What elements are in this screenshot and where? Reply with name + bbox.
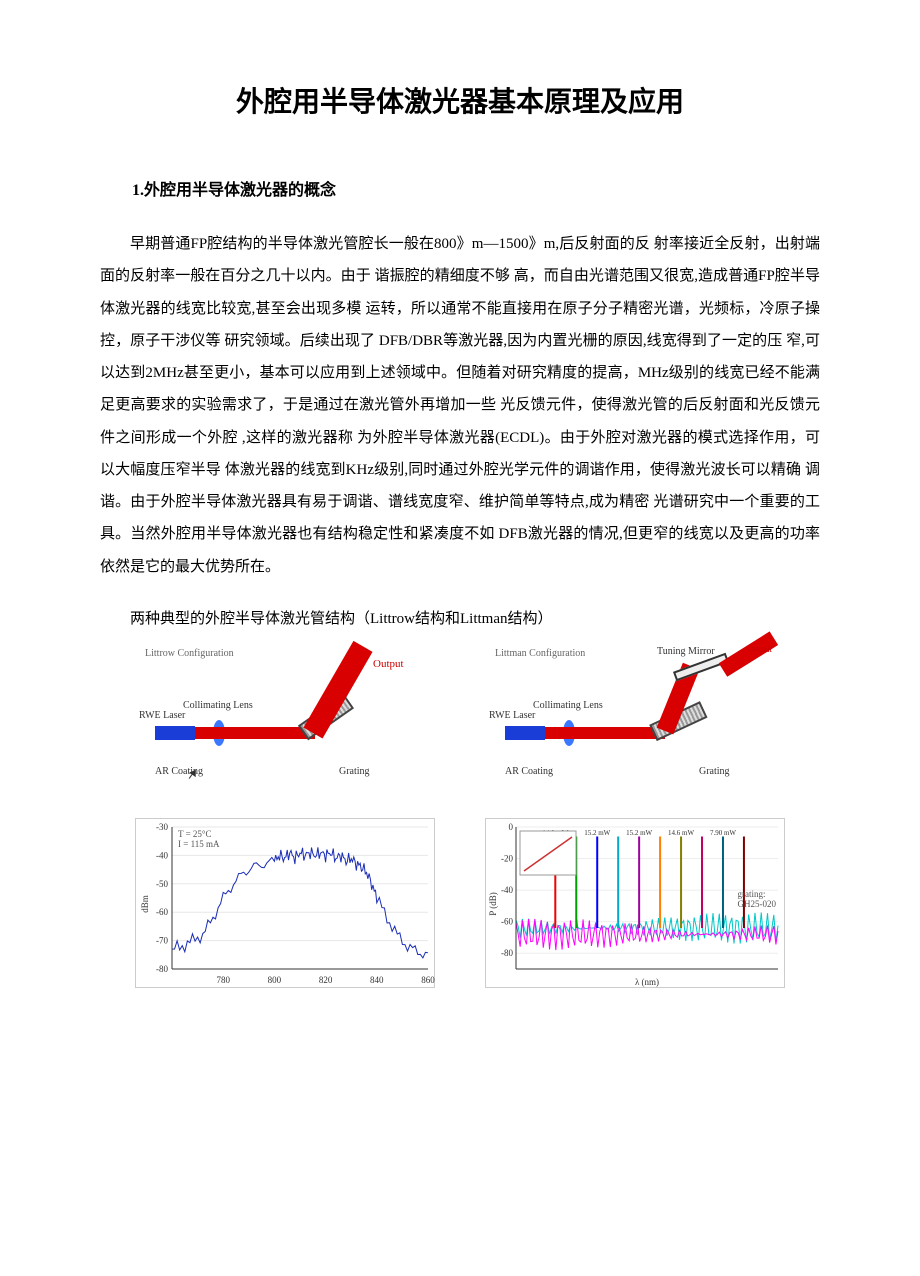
svg-text:-80: -80 bbox=[501, 948, 513, 958]
diagram-littrow: Littrow Configuration RWE Laser Collimat… bbox=[135, 644, 435, 804]
beam-main bbox=[195, 727, 315, 739]
rwe-laser-label-2: RWE Laser bbox=[489, 710, 535, 721]
svg-text:-50: -50 bbox=[156, 879, 168, 889]
svg-text:0: 0 bbox=[509, 822, 514, 832]
page-title: 外腔用半导体激光器基本原理及应用 bbox=[100, 80, 820, 120]
collimating-lens-label: Collimating Lens bbox=[183, 700, 253, 711]
ar-coating-label-2: AR Coating bbox=[505, 766, 553, 777]
chart-right-legend-label: grating: GH25-020 bbox=[738, 889, 777, 909]
figure-row-diagrams: Littrow Configuration RWE Laser Collimat… bbox=[100, 644, 820, 804]
beam-main-2 bbox=[545, 727, 665, 739]
svg-text:-20: -20 bbox=[501, 853, 513, 863]
svg-text:820: 820 bbox=[319, 975, 333, 985]
output-beam-2 bbox=[719, 631, 778, 676]
diagram-littman-title: Littman Configuration bbox=[495, 648, 585, 659]
section-1-heading: 1.外腔用半导体激光器的概念 bbox=[100, 176, 820, 200]
svg-text:-70: -70 bbox=[156, 935, 168, 945]
svg-text:15.2 mW: 15.2 mW bbox=[584, 829, 610, 837]
svg-text:14.6 mW: 14.6 mW bbox=[668, 829, 694, 837]
ar-coating-label: AR Coating bbox=[155, 766, 203, 777]
collimating-lens-label-2: Collimating Lens bbox=[533, 700, 603, 711]
chart-right-tuning: -80-60-40-20014.0 mW15.2 mW15.2 mW14.6 m… bbox=[485, 818, 785, 988]
svg-text:860: 860 bbox=[421, 975, 435, 985]
rwe-laser-block-2 bbox=[505, 726, 545, 740]
chart-left-spectrum: -80 -70 -60 -50 -40 -30 780 800 820 840 860 dBm T =… bbox=[135, 818, 435, 988]
figure-row-charts: -80 -70 -60 -50 -40 -30 780 800 820 840 860 dBm T =… bbox=[100, 818, 820, 988]
tuning-mirror-label: Tuning Mirror bbox=[657, 646, 715, 657]
diagram-littman: Littman Configuration RWE Laser Collimat… bbox=[485, 644, 785, 804]
svg-text:7.90 mW: 7.90 mW bbox=[710, 829, 736, 837]
svg-text:λ (nm): λ (nm) bbox=[635, 977, 659, 987]
output-label-2: Output bbox=[747, 644, 772, 654]
grating-label-2: Grating bbox=[699, 766, 730, 777]
rwe-laser-block bbox=[155, 726, 195, 740]
svg-text:-80: -80 bbox=[156, 964, 168, 974]
body-paragraph-1: 早期普通FP腔结构的半导体激光管腔长一般在800》m—1500》m,后反射面的反… bbox=[100, 228, 820, 583]
svg-text:dBm: dBm bbox=[140, 895, 150, 913]
svg-text:-30: -30 bbox=[156, 822, 168, 832]
rwe-laser-label: RWE Laser bbox=[139, 710, 185, 721]
svg-text:15.2 mW: 15.2 mW bbox=[626, 829, 652, 837]
svg-text:800: 800 bbox=[268, 975, 282, 985]
diagram-littrow-title: Littrow Configuration bbox=[145, 648, 234, 659]
svg-text:-60: -60 bbox=[501, 916, 513, 926]
chart-left-inset-label: T = 25°C I = 115 mA bbox=[178, 829, 220, 849]
grating-label: Grating bbox=[339, 766, 370, 777]
svg-text:840: 840 bbox=[370, 975, 384, 985]
subheading-structures: 两种典型的外腔半导体激光管结构（Littrow结构和Littman结构） bbox=[100, 607, 820, 628]
svg-text:-40: -40 bbox=[156, 850, 168, 860]
svg-text:-60: -60 bbox=[156, 907, 168, 917]
output-label: Output bbox=[373, 658, 404, 670]
svg-text:-40: -40 bbox=[501, 885, 513, 895]
svg-text:P (dB): P (dB) bbox=[488, 892, 498, 915]
output-beam bbox=[303, 641, 372, 739]
svg-text:780: 780 bbox=[216, 975, 230, 985]
